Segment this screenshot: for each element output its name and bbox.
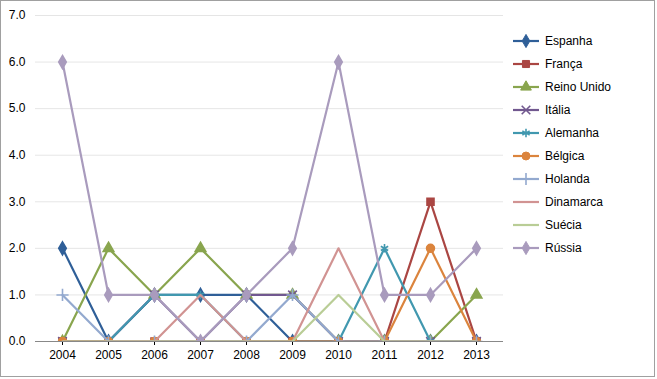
- html-text:Bélgica: Bélgica: [545, 148, 585, 163]
- svg-text:2004: 2004: [49, 348, 76, 362]
- svg-text:2007: 2007: [187, 348, 214, 362]
- svg-text:0.0: 0.0: [9, 334, 26, 348]
- html-text:Alemanha: Alemanha: [545, 125, 599, 140]
- svg-text:7.0: 7.0: [9, 8, 26, 22]
- svg-text:2006: 2006: [141, 348, 168, 362]
- html-text:Holanda: Holanda: [545, 171, 590, 186]
- svg-text:1.0: 1.0: [9, 288, 26, 302]
- svg-text:4.0: 4.0: [9, 148, 26, 162]
- svg-text:2012: 2012: [417, 348, 444, 362]
- html-text:Itália: Itália: [545, 102, 571, 117]
- svg-text:2009: 2009: [279, 348, 306, 362]
- svg-text:2013: 2013: [463, 348, 490, 362]
- html-text:Rússia: Rússia: [545, 240, 582, 255]
- html-text:Reino Unido: Reino Unido: [545, 79, 611, 94]
- svg-text:2011: 2011: [372, 348, 398, 362]
- svg-text:5.0: 5.0: [9, 101, 26, 115]
- svg-text:2005: 2005: [95, 348, 122, 362]
- html-text:França: França: [545, 56, 583, 71]
- svg-text:2.0: 2.0: [9, 241, 26, 255]
- html-text:Suécia: Suécia: [545, 217, 582, 232]
- svg-text:6.0: 6.0: [9, 55, 26, 69]
- html-text:Espanha: Espanha: [545, 33, 593, 48]
- html-text:Dinamarca: Dinamarca: [545, 194, 603, 209]
- svg-text:3.0: 3.0: [9, 195, 26, 209]
- svg-text:2008: 2008: [233, 348, 260, 362]
- svg-text:2010: 2010: [325, 348, 352, 362]
